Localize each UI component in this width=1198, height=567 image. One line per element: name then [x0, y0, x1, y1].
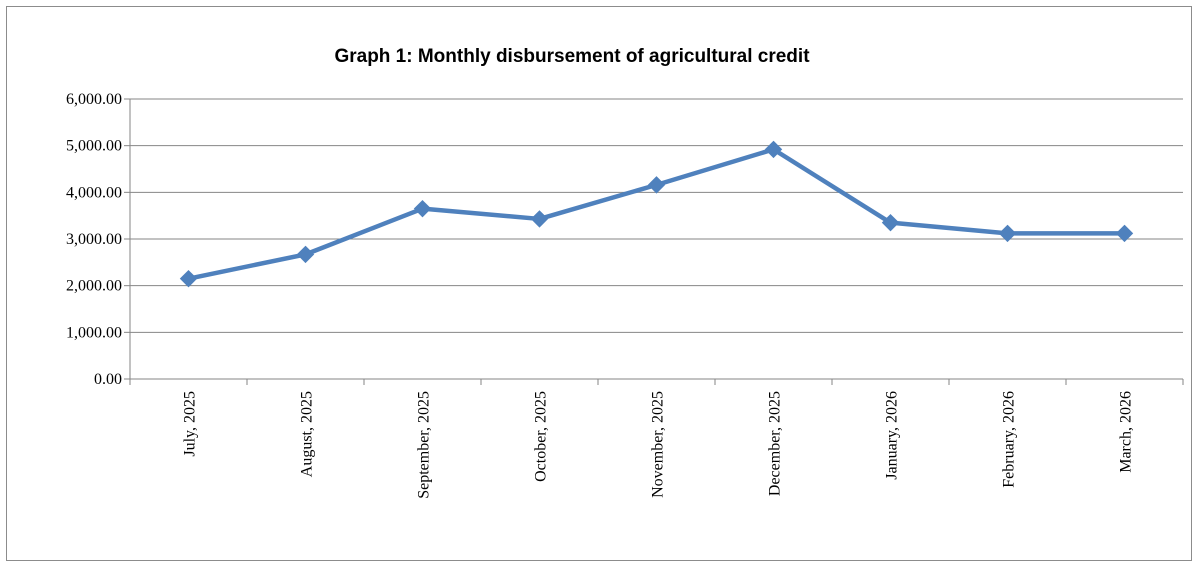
data-point-marker [1115, 224, 1134, 243]
y-tick-label: 1,000.00 [66, 324, 122, 341]
x-tick-label: March, 2026 [1118, 391, 1135, 473]
data-point-marker [647, 176, 666, 194]
data-point-marker [179, 269, 198, 288]
x-tick-label: November, 2025 [650, 391, 667, 498]
data-point-marker [881, 213, 900, 232]
gridlines [130, 98, 1183, 333]
data-point-marker [413, 199, 432, 218]
axes [124, 98, 1184, 385]
chart-frame: Graph 1: Monthly disbursement of agricul… [6, 6, 1192, 561]
x-tick-label: July, 2025 [182, 391, 199, 457]
data-point-marker [764, 140, 783, 159]
x-tick-label: January, 2026 [884, 391, 901, 480]
x-tick-label: December, 2025 [767, 391, 784, 496]
x-axis-tick-labels: July, 2025 August, 2025 September, 2025 Oct… [182, 391, 1135, 499]
y-tick-label: 6,000.00 [66, 91, 122, 108]
x-tick-label: February, 2026 [1001, 391, 1018, 488]
y-tick-label: 5,000.00 [66, 138, 122, 155]
x-tick-label: August, 2025 [299, 391, 316, 477]
chart-canvas: Graph 1: Monthly disbursement of agricul… [66, 46, 1184, 499]
y-tick-label: 4,000.00 [66, 184, 122, 201]
y-axis-tick-labels: 0.00 1,000.00 2,000.00 3,000.00 4,000.00 5,00… [66, 91, 122, 388]
data-point-marker [530, 210, 549, 228]
series-layer [179, 140, 1134, 288]
y-tick-label: 0.00 [94, 371, 122, 388]
x-tick-label: October, 2025 [533, 391, 550, 482]
data-point-marker [296, 245, 315, 264]
chart-title: Graph 1: Monthly disbursement of agricul… [334, 46, 810, 67]
data-point-marker [998, 224, 1017, 243]
y-tick-label: 2,000.00 [66, 278, 122, 295]
series-line [186, 147, 1127, 281]
y-tick-label: 3,000.00 [66, 231, 122, 248]
x-tick-label: September, 2025 [416, 391, 433, 499]
